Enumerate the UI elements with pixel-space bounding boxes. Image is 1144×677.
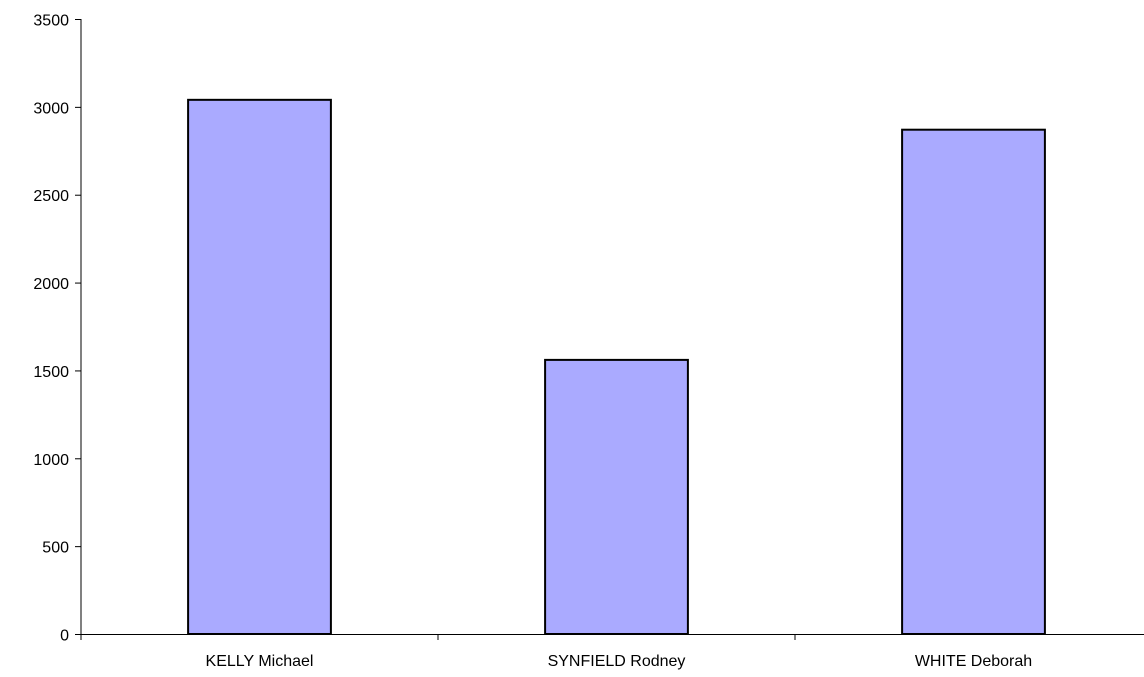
y-tick-label: 3500	[33, 13, 69, 30]
bar-white-deborah	[901, 128, 1046, 635]
x-axis: KELLY Michael SYNFIELD Rodney WHITE Debora…	[80, 634, 1144, 670]
y-tick-label: 500	[42, 540, 69, 557]
y-axis: 0 500 1000 1500 2000 2500 3000 3500	[33, 13, 82, 645]
bar-kelly-michael	[187, 98, 332, 636]
bars	[187, 98, 1046, 636]
y-tick-label: 1500	[33, 364, 69, 381]
y-tick-label: 1000	[33, 452, 69, 469]
y-tick-label: 2500	[33, 188, 69, 205]
y-tick-label: 2000	[33, 276, 69, 293]
y-tick-label: 3000	[33, 100, 69, 117]
x-tick-label: SYNFIELD Rodney	[548, 653, 686, 670]
y-tick-label: 0	[60, 628, 69, 645]
bar-synfield-rodney	[544, 358, 689, 635]
x-tick-label: KELLY Michael	[206, 653, 314, 670]
x-tick-label: WHITE Deborah	[915, 653, 1032, 670]
